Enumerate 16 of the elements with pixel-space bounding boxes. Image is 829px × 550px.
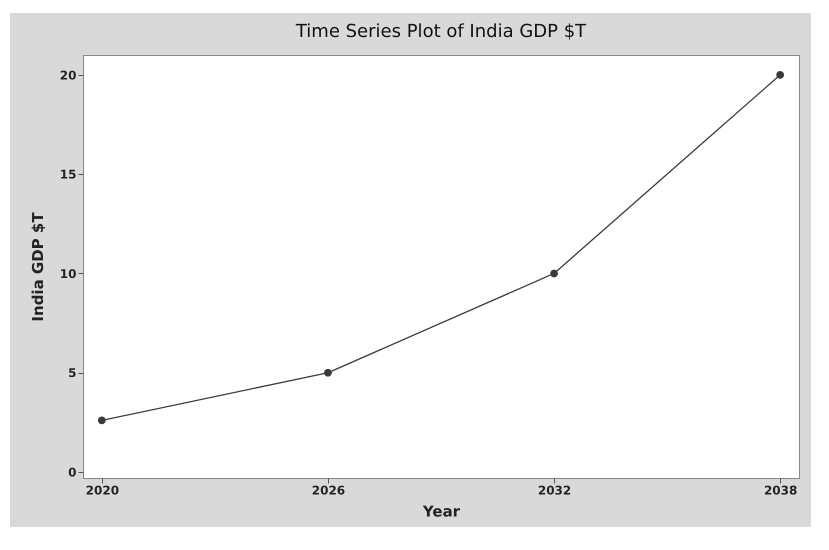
point [324, 368, 332, 377]
y-tick-label: 0 [68, 466, 76, 480]
point [776, 70, 784, 79]
chart-title: Time Series Plot of India GDP $T [294, 21, 588, 42]
point [98, 416, 106, 424]
x-axis-title: Year [422, 502, 461, 520]
x-tick-label: 2038 [764, 484, 798, 498]
y-tick-label: 5 [68, 366, 76, 380]
y-axis-title: India GDP $T [28, 212, 47, 322]
x-tick-label: 2020 [86, 484, 120, 498]
x-tick-label: 2026 [312, 484, 346, 498]
x-tick-label: 2032 [538, 484, 572, 498]
y-tick-label: 20 [60, 68, 76, 82]
y-tick-label: 15 [60, 168, 76, 182]
y-tick-label: 10 [60, 266, 76, 281]
point [550, 270, 558, 278]
